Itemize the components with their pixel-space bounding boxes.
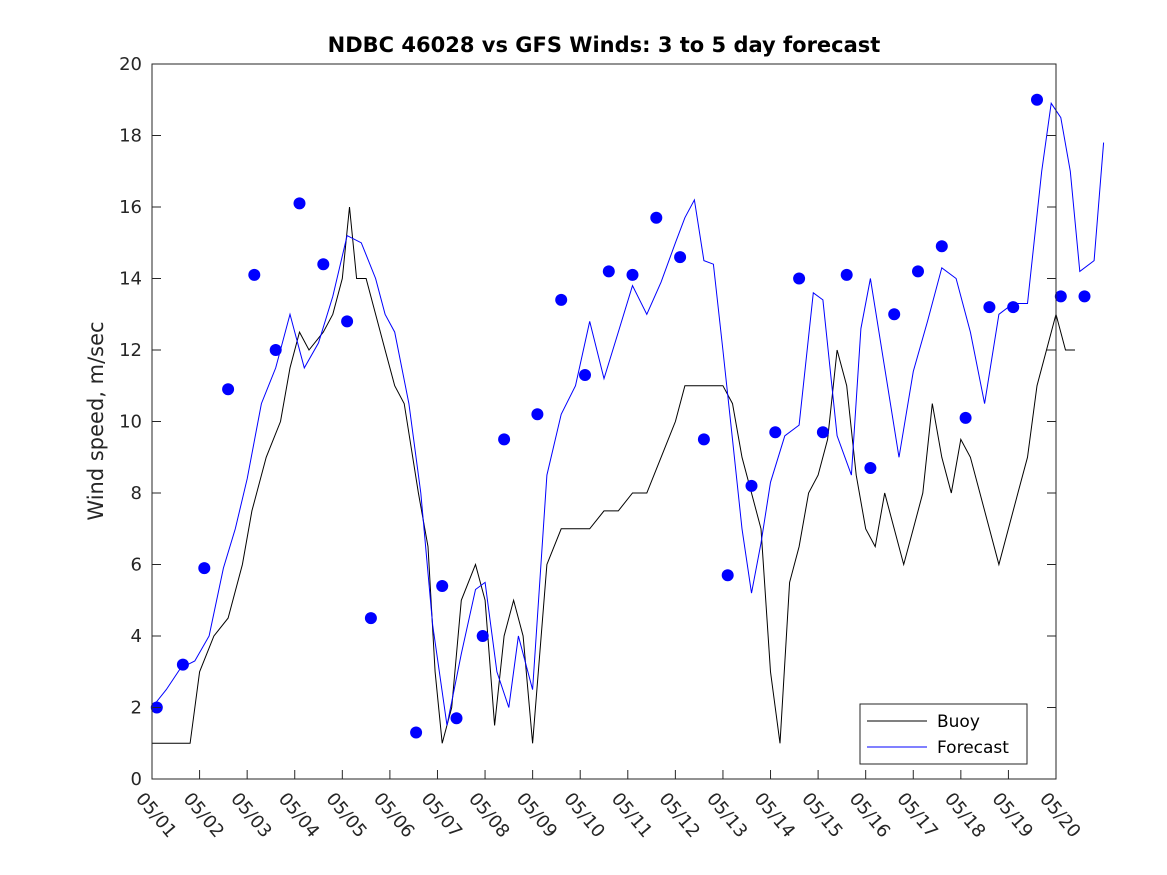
forecast-marker (248, 268, 261, 281)
forecast-marker (198, 562, 211, 575)
forecast-marker (531, 408, 544, 421)
forecast-marker (364, 612, 377, 625)
y-axis-label: Wind speed, m/sec (84, 321, 108, 520)
y-axis-ticks: 0 2 4 6 8 10 12 14 16 18 20 (119, 54, 1056, 790)
y-tick-label: 20 (119, 54, 142, 75)
y-tick-label: 16 (119, 197, 142, 218)
forecast-marker (840, 268, 853, 281)
forecast-marker (341, 315, 354, 328)
forecast-marker (745, 479, 758, 492)
forecast-marker (269, 344, 282, 356)
forecast-marker (579, 369, 591, 381)
forecast-marker (721, 569, 734, 582)
forecast-marker (436, 580, 449, 592)
forecast-marker (912, 265, 924, 278)
forecast-marker (959, 411, 972, 424)
forecast-marker (769, 426, 782, 439)
y-tick-label: 2 (131, 698, 142, 719)
y-tick-label: 18 (119, 126, 142, 147)
forecast-marker (816, 426, 829, 439)
forecast-marker (498, 433, 511, 446)
forecast-marker (1007, 301, 1020, 314)
y-tick-label: 10 (119, 412, 142, 433)
legend-buoy-label: Buoy (937, 712, 980, 732)
y-tick-label: 8 (131, 483, 142, 504)
forecast-marker (602, 265, 615, 278)
forecast-marker (293, 197, 306, 210)
axes-box (151, 63, 1057, 780)
legend-box (859, 703, 1028, 765)
y-tick-label: 6 (131, 555, 142, 576)
forecast-marker (888, 308, 901, 321)
forecast-marker (650, 211, 663, 224)
forecast-marker (1054, 290, 1067, 303)
forecast-marker (864, 462, 877, 474)
forecast-marker (176, 658, 189, 671)
y-tick-label: 4 (131, 626, 142, 647)
forecast-marker (935, 240, 948, 253)
forecast-marker (697, 433, 710, 446)
y-tick-label: 12 (119, 340, 142, 361)
forecast-marker (1078, 290, 1091, 303)
forecast-marker (317, 258, 330, 271)
forecast-marker (626, 268, 639, 281)
forecast-marker (793, 272, 806, 285)
forecast-marker (674, 251, 687, 264)
forecast-marker (410, 726, 423, 739)
legend-forecast-label: Forecast (937, 738, 1009, 758)
forecast-marker (222, 383, 235, 396)
y-tick-label: 14 (119, 269, 142, 290)
forecast-marker (1031, 93, 1043, 106)
forecast-marker (476, 630, 489, 642)
legend: Buoy Forecast (859, 703, 1028, 765)
forecast-marker (450, 712, 463, 725)
forecast-marker (555, 293, 568, 306)
y-tick-label: 0 (131, 769, 142, 790)
series-line-forecast (151, 101, 1105, 726)
series-line-buoy (152, 206, 1075, 744)
chart-title: NDBC 46028 vs GFS Winds: 3 to 5 day fore… (328, 33, 881, 57)
forecast-marker (983, 301, 996, 314)
